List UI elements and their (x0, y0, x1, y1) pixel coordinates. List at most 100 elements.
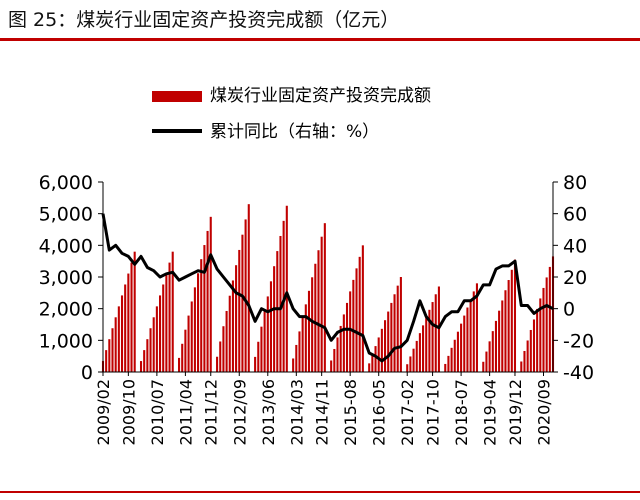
left-tick-label: 3,000 (39, 267, 93, 289)
bar (168, 262, 171, 372)
bar (235, 265, 238, 372)
bar (339, 325, 342, 372)
left-tick-label: 5,000 (39, 204, 93, 226)
x-tick-label: 2017-02 (398, 379, 417, 446)
bar (181, 343, 184, 372)
axes: 01,0002,0003,0004,0005,0006,000-40-20020… (39, 172, 594, 446)
bar (520, 361, 523, 372)
bar (466, 307, 469, 372)
bar (111, 328, 114, 372)
bar (491, 331, 494, 372)
bar (428, 309, 431, 372)
bar (260, 326, 263, 372)
bar (399, 277, 402, 372)
bar (187, 315, 190, 372)
bar (282, 220, 285, 372)
left-tick-label: 0 (81, 362, 93, 384)
bar (304, 304, 307, 372)
bar (469, 299, 472, 372)
bar (501, 300, 504, 372)
bar (358, 256, 361, 372)
x-tick-label: 2013/06 (259, 379, 278, 445)
bar (472, 291, 475, 372)
bar (422, 325, 425, 372)
x-tick-label: 2014/03 (287, 379, 306, 445)
bar (114, 317, 117, 372)
bar (247, 204, 250, 372)
bar (536, 308, 539, 372)
bar (377, 337, 380, 372)
bar (450, 347, 453, 372)
bar (273, 266, 276, 372)
page-title: 图 25：煤炭行业固定资产投资完成额（亿元） (8, 9, 400, 31)
bar (539, 298, 542, 372)
x-tick-label: 2020/09 (535, 379, 554, 445)
right-tick-label: 0 (563, 299, 575, 321)
right-tick-label: 80 (563, 172, 587, 194)
bar (209, 216, 212, 372)
bar (317, 250, 320, 372)
left-tick-label: 4,000 (39, 235, 93, 257)
bar (444, 363, 447, 372)
x-tick-label: 2011/12 (202, 379, 221, 445)
bar (231, 280, 234, 372)
bar (203, 245, 206, 372)
bar (190, 301, 193, 372)
bar (532, 319, 536, 372)
legend-bar-label: 煤炭行业固定资产投资完成额 (210, 86, 431, 106)
bar (105, 350, 108, 372)
bar (437, 286, 440, 372)
bar (165, 273, 168, 372)
bar (263, 311, 266, 372)
bar (510, 269, 513, 372)
bar (336, 337, 339, 372)
bar (485, 351, 488, 372)
bar (409, 356, 412, 372)
bar (139, 361, 143, 372)
bar (453, 339, 456, 372)
bar (225, 310, 228, 372)
bar (418, 333, 421, 372)
bar (120, 295, 124, 372)
legend-bar-swatch (152, 91, 202, 102)
bar (456, 331, 459, 372)
bar (159, 295, 162, 372)
bar (127, 273, 130, 372)
bottom-divider (0, 491, 640, 493)
x-tick-label: 2012/09 (230, 379, 249, 445)
bar (320, 236, 323, 372)
bar (197, 273, 200, 372)
bar (393, 294, 396, 372)
bar (323, 223, 326, 372)
bar (415, 340, 418, 372)
bar (311, 277, 314, 372)
bar (507, 280, 510, 372)
bar (352, 279, 355, 372)
bar (155, 306, 158, 372)
bar (162, 284, 165, 372)
bar (355, 268, 358, 372)
bar (228, 295, 231, 372)
bar (206, 230, 209, 372)
bar (292, 358, 295, 372)
bar (349, 291, 352, 372)
legend-line-label: 累计同比（右轴：%） (210, 122, 379, 142)
left-tick-label: 1,000 (39, 330, 93, 352)
bar (184, 329, 187, 372)
bar (387, 311, 390, 372)
bar (498, 310, 501, 372)
bar (222, 326, 225, 372)
bar (130, 262, 133, 372)
x-tick-label: 2017-10 (424, 379, 443, 446)
bar (171, 251, 174, 372)
right-tick-label: -40 (563, 362, 594, 384)
bar (298, 331, 301, 372)
bar (117, 306, 120, 372)
bar (384, 320, 387, 372)
x-tick-label: 2010/07 (148, 379, 167, 445)
bar (285, 205, 288, 372)
x-tick-label: 2014/11 (313, 379, 332, 445)
bar (460, 323, 463, 372)
bar (488, 341, 491, 372)
